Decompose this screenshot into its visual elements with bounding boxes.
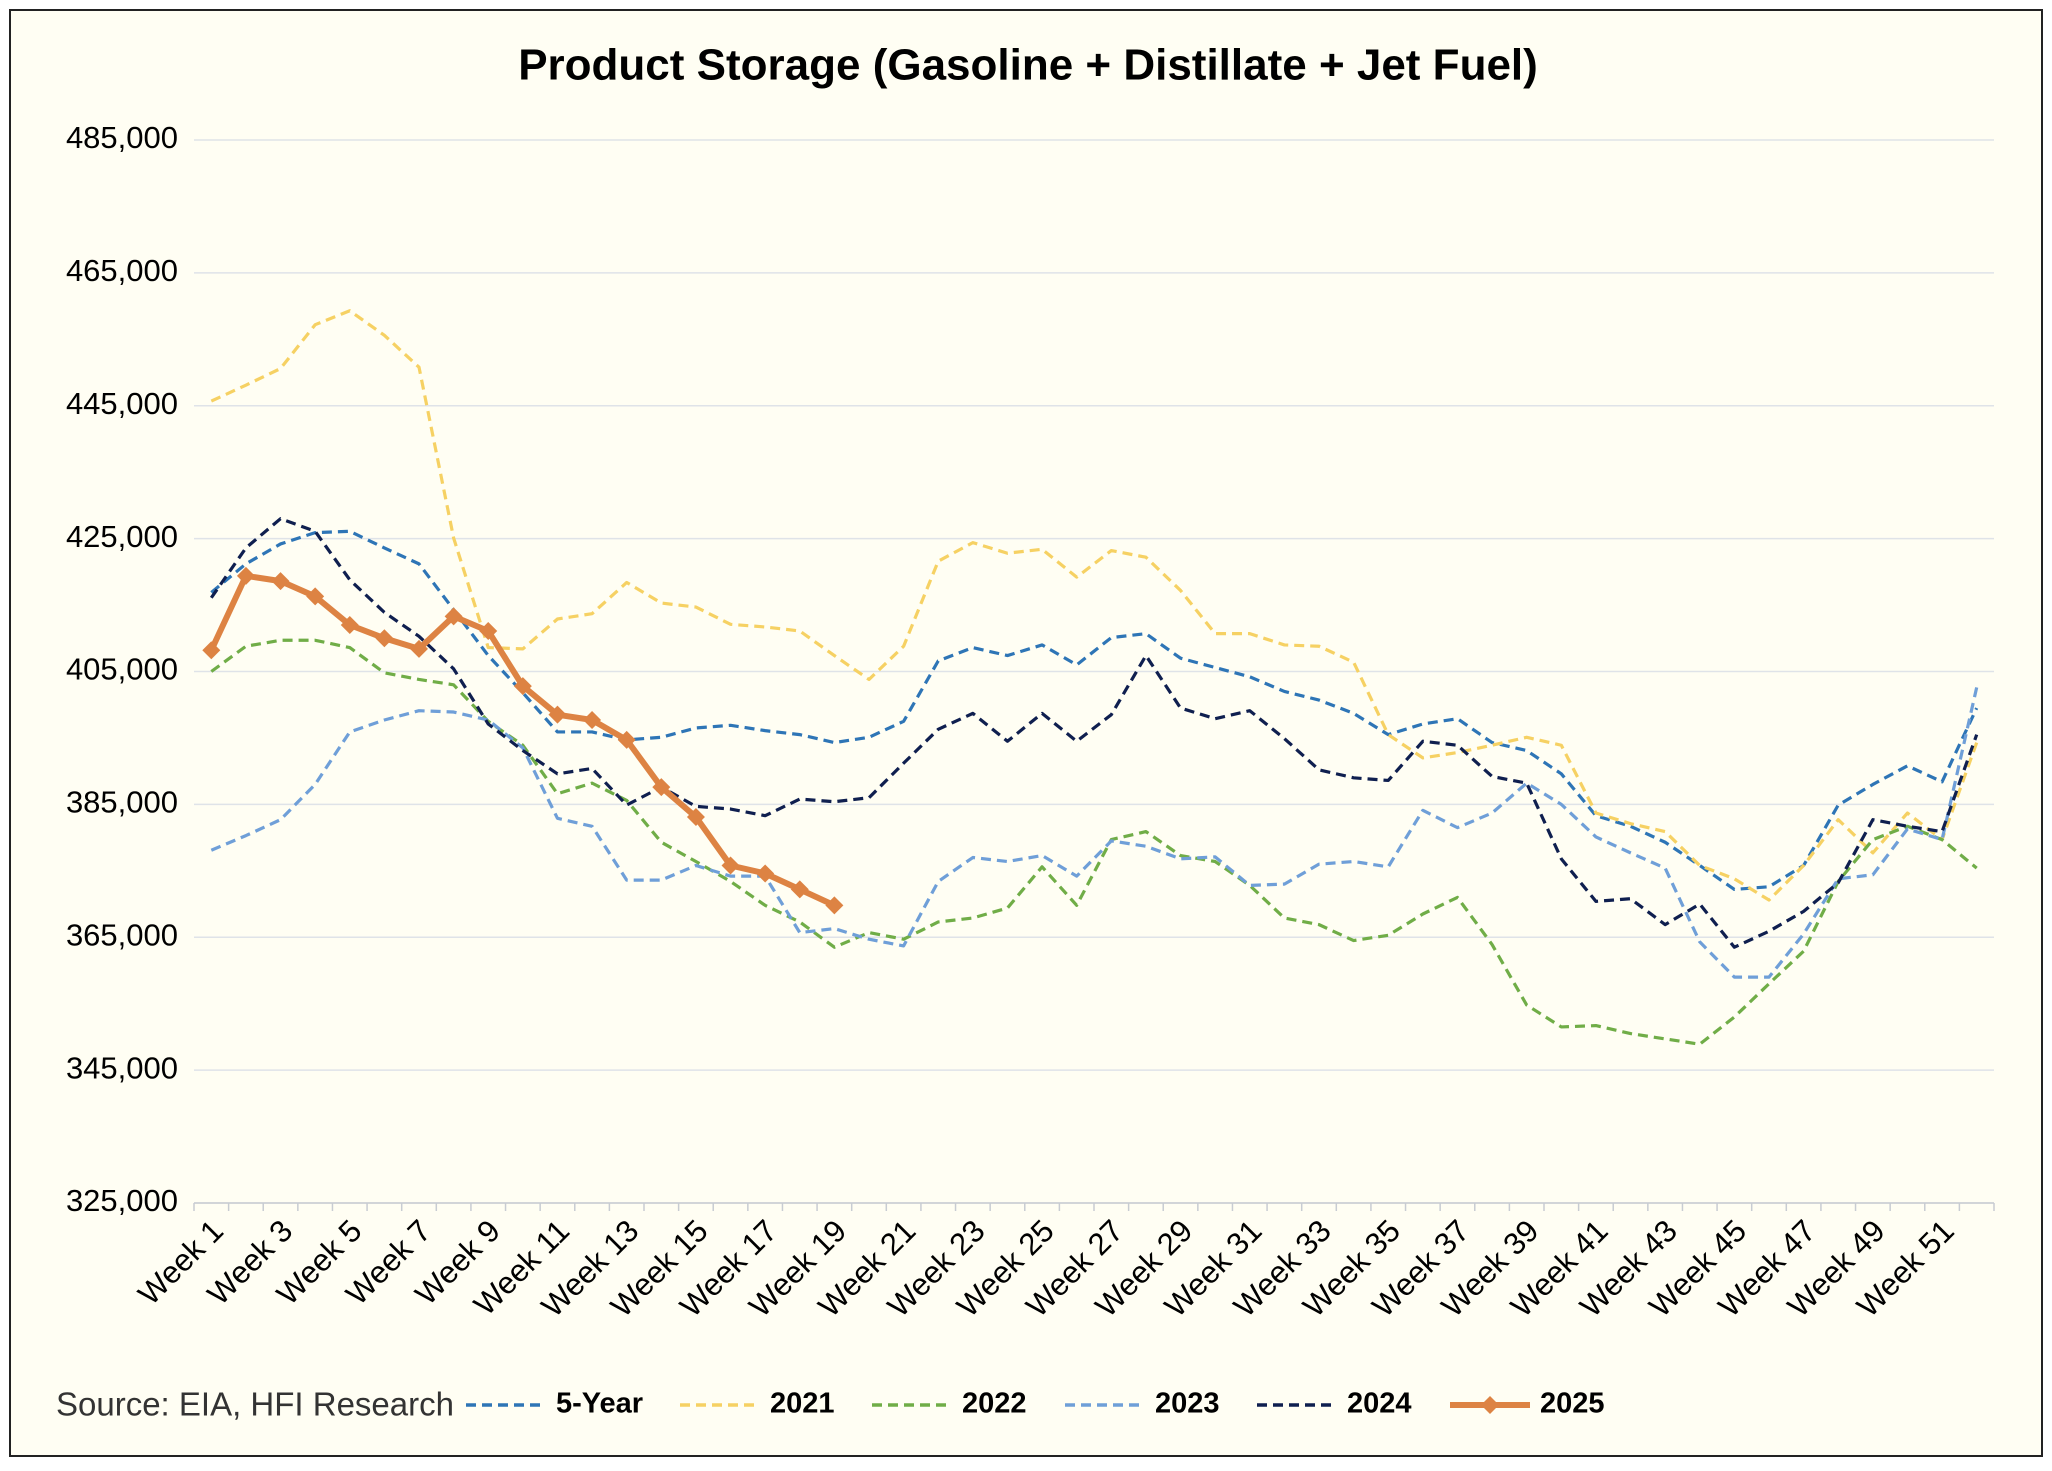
- data-point: [825, 896, 844, 915]
- data-point: [583, 710, 602, 729]
- y-tick-label: 345,000: [66, 1050, 178, 1085]
- source-note: Source: EIA, HFI Research: [56, 1386, 454, 1423]
- data-point: [686, 807, 705, 826]
- y-tick-label: 325,000: [66, 1183, 178, 1218]
- legend-label: 5-Year: [556, 1388, 643, 1420]
- series-line: [210, 687, 1979, 979]
- data-point: [790, 880, 809, 899]
- y-tick-label: 425,000: [66, 519, 178, 554]
- data-point: [721, 856, 740, 875]
- data-point: [202, 641, 221, 660]
- data-point: [410, 639, 428, 658]
- legend-label: 2025: [1540, 1388, 1605, 1420]
- y-tick-label: 465,000: [66, 253, 178, 288]
- y-tick-label: 385,000: [66, 785, 178, 820]
- data-point: [236, 566, 255, 585]
- series-line: [210, 309, 1979, 902]
- legend-label: 2022: [962, 1388, 1027, 1420]
- data-point: [548, 705, 567, 724]
- data-point: [306, 587, 325, 606]
- y-tick-label: 485,000: [66, 120, 178, 155]
- legend-label: 2024: [1347, 1388, 1412, 1420]
- data-point: [652, 778, 671, 797]
- chart-title: Product Storage (Gasoline + Distillate +…: [518, 41, 1538, 90]
- chart-frame: [9, 9, 2043, 1457]
- data-point: [513, 677, 532, 696]
- data-point: [756, 864, 775, 883]
- legend-label: 2021: [770, 1388, 835, 1420]
- legend-label: 2023: [1155, 1388, 1220, 1420]
- data-point: [444, 607, 463, 626]
- data-point: [375, 629, 394, 648]
- series-line: [210, 529, 1979, 892]
- y-tick-label: 445,000: [66, 386, 178, 421]
- y-tick-label: 405,000: [66, 652, 178, 687]
- data-point: [617, 730, 636, 749]
- legend-marker: [1481, 1396, 1499, 1414]
- data-point: [271, 572, 290, 591]
- data-point: [340, 615, 359, 634]
- series-line: [209, 517, 1979, 949]
- y-tick-label: 365,000: [66, 917, 178, 952]
- data-point: [479, 621, 498, 640]
